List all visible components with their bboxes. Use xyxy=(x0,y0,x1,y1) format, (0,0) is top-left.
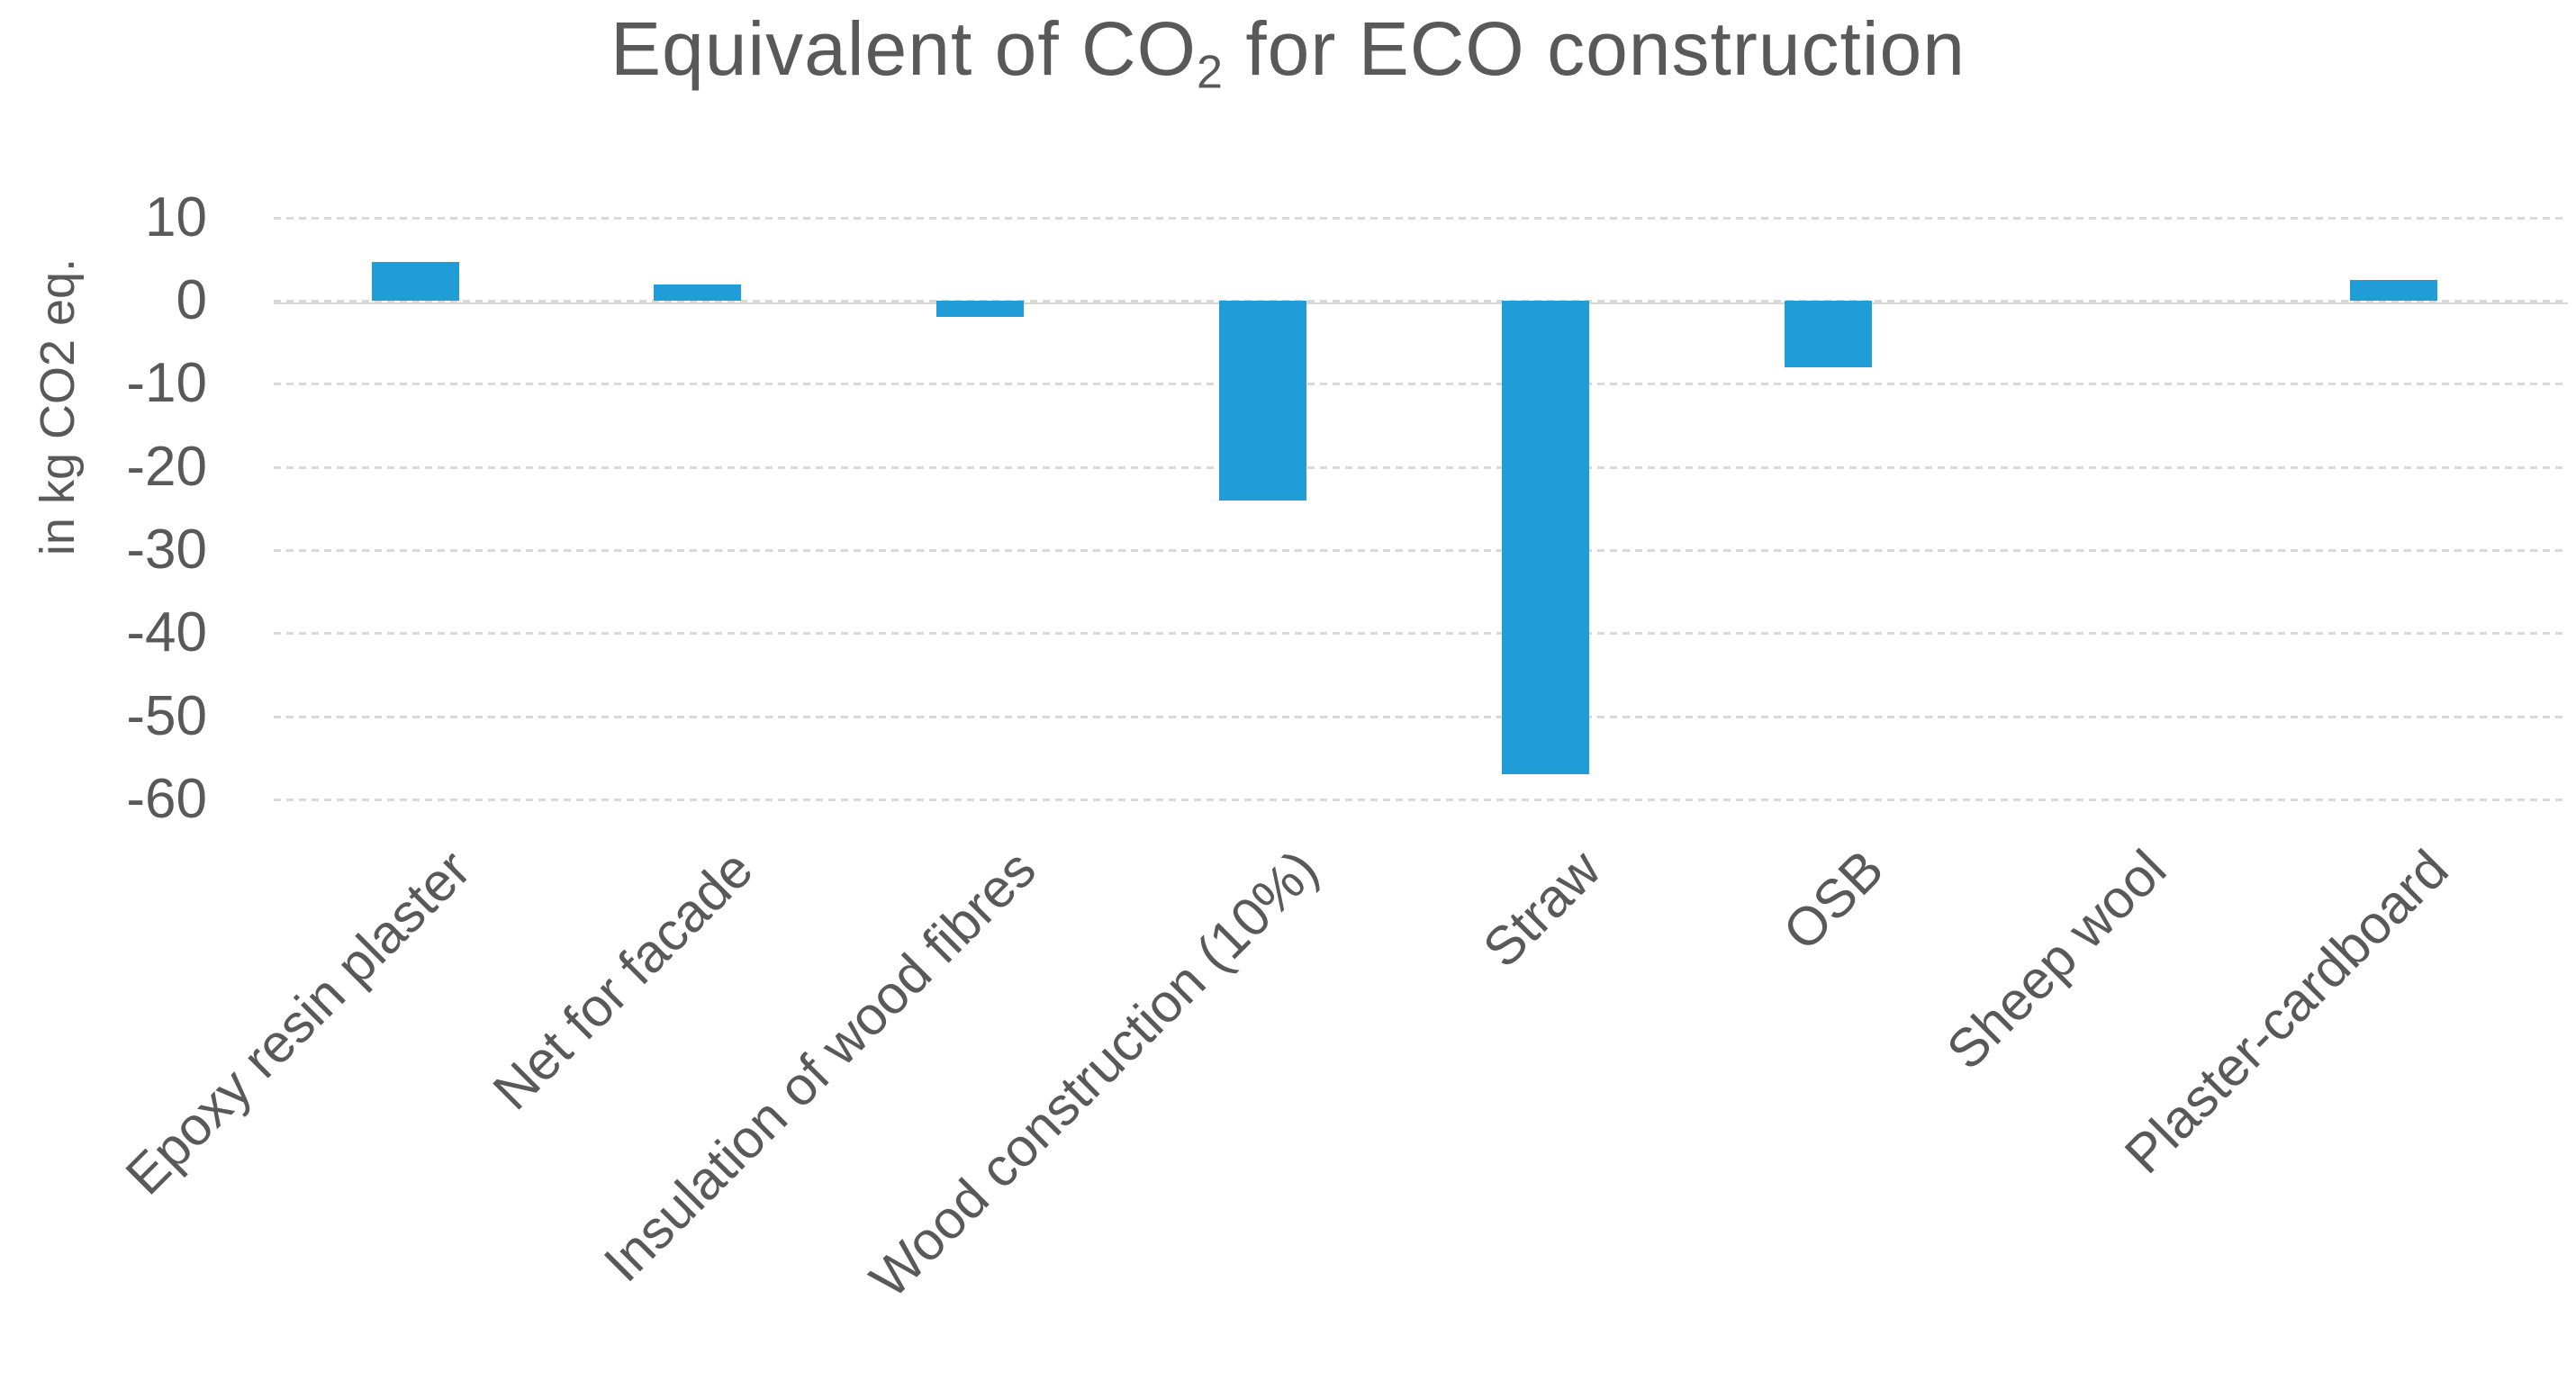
y-tick-label--60: -60 xyxy=(126,767,207,830)
chart-title-subscript: 2 xyxy=(1197,46,1224,99)
bar-wood-construction-10 xyxy=(1219,301,1307,501)
bar-epoxy-resin-plaster xyxy=(371,261,459,301)
y-tick-label--10: -10 xyxy=(126,352,207,415)
y-tick-label-0: 0 xyxy=(176,269,207,331)
gridline--20 xyxy=(274,465,2568,469)
chart-title: Equivalent of CO2 for ECO construction xyxy=(0,5,2576,100)
bar-osb xyxy=(1785,301,1872,367)
x-category-label-wood-construction-10: Wood construction (10%) xyxy=(858,838,1330,1310)
chart-title-text-post: for ECO construction xyxy=(1224,6,1966,91)
gridline--10 xyxy=(274,383,2568,386)
bar-net-for-facade xyxy=(654,284,742,301)
x-category-label-straw: Straw xyxy=(1471,838,1613,979)
bar-insulation-of-wood-fibres xyxy=(936,301,1025,318)
y-tick-label--50: -50 xyxy=(126,684,207,747)
x-axis-line xyxy=(274,302,2568,304)
x-category-label-sheep-wool: Sheep wool xyxy=(1935,838,2178,1081)
gridline-10 xyxy=(274,216,2568,220)
gridline--30 xyxy=(274,548,2568,552)
gridline--50 xyxy=(274,715,2568,718)
y-tick-label--40: -40 xyxy=(126,601,207,664)
y-tick-label--30: -30 xyxy=(126,518,207,581)
gridline--40 xyxy=(274,632,2568,636)
bar-plaster-cardboard xyxy=(2349,279,2437,301)
bar-straw xyxy=(1502,301,1590,775)
y-tick-label--20: -20 xyxy=(126,435,207,498)
y-tick-label-10: 10 xyxy=(145,185,207,248)
chart-title-text-pre: Equivalent of CO xyxy=(610,6,1198,91)
x-category-label-net-for-facade: Net for facade xyxy=(481,838,764,1122)
gridline--60 xyxy=(274,798,2568,801)
gridline-0 xyxy=(274,300,2568,302)
x-category-label-epoxy-resin-plaster: Epoxy resin plaster xyxy=(113,838,482,1206)
x-category-label-osb: OSB xyxy=(1771,838,1895,962)
